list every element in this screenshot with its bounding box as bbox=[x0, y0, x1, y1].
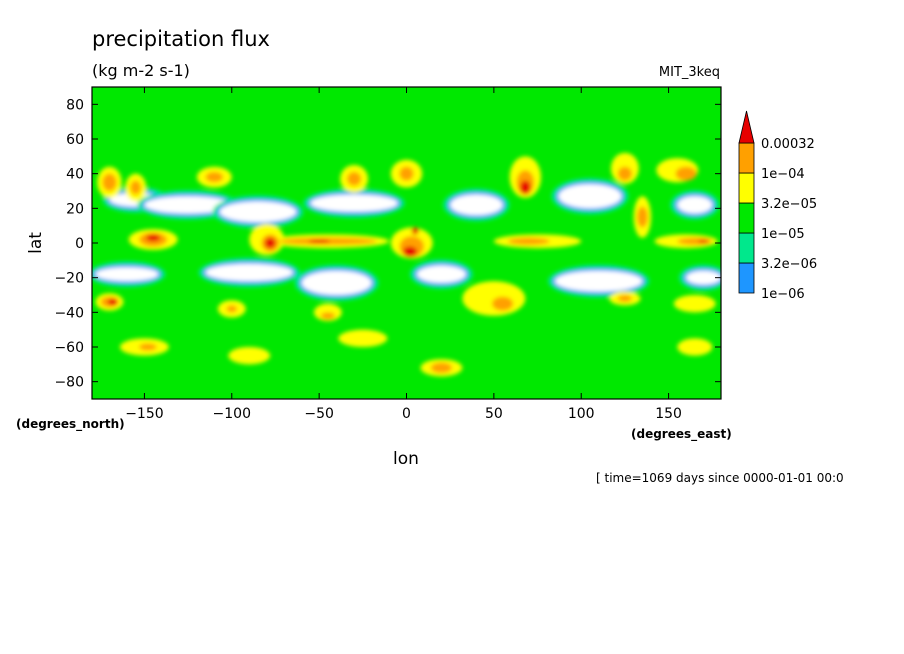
y-tick-label: −20 bbox=[54, 271, 84, 287]
x-tick-label: 0 bbox=[402, 406, 411, 422]
colorbar-swatch bbox=[738, 232, 755, 264]
field-region bbox=[507, 237, 550, 245]
field-region bbox=[450, 194, 503, 216]
field-region bbox=[403, 246, 417, 257]
field-region bbox=[219, 201, 297, 223]
field-region bbox=[558, 184, 622, 209]
field-region bbox=[617, 166, 632, 181]
field-region bbox=[320, 312, 335, 320]
y-tick-label: −80 bbox=[54, 375, 84, 391]
field-region bbox=[310, 194, 398, 212]
x-tick-label: 50 bbox=[485, 406, 503, 422]
field-region bbox=[139, 343, 157, 351]
dataset-label: MIT_3keq bbox=[659, 65, 720, 80]
y-axis: −80 −60 −40 −20 0 20 40 60 80 bbox=[54, 97, 721, 391]
colorbar-extend-arrow bbox=[738, 110, 755, 144]
field-region bbox=[146, 234, 161, 242]
field-region bbox=[228, 347, 271, 365]
field-region bbox=[264, 237, 276, 249]
field-region bbox=[637, 206, 648, 228]
x-tick-label: −100 bbox=[213, 406, 251, 422]
x-tick-label: −150 bbox=[125, 406, 163, 422]
chart-units: (kg m-2 s-1) bbox=[92, 61, 190, 80]
field-region bbox=[698, 239, 709, 243]
x-axis: −150 −100 −50 0 50 100 150 bbox=[125, 87, 682, 422]
field-region bbox=[301, 270, 372, 295]
field-region bbox=[130, 180, 141, 195]
time-footer: [ time=1069 days since 0000-01-01 00:0 bbox=[596, 471, 844, 485]
precipitation-field bbox=[92, 87, 721, 399]
field-region bbox=[107, 298, 119, 306]
x-tick-label: −50 bbox=[304, 406, 334, 422]
colorbar-swatch bbox=[738, 172, 755, 204]
field-region bbox=[308, 239, 330, 243]
y-tick-label: 0 bbox=[75, 236, 84, 252]
y-tick-label: 60 bbox=[66, 132, 84, 148]
field-region bbox=[673, 295, 716, 313]
field-region bbox=[411, 227, 419, 235]
field-region bbox=[226, 305, 238, 313]
x-axis-units: (degrees_east) bbox=[631, 427, 732, 442]
y-tick-label: 80 bbox=[66, 97, 84, 113]
colorbar-label: 0.00032 bbox=[761, 137, 815, 152]
field-region bbox=[617, 295, 632, 302]
x-tick-label: 150 bbox=[655, 406, 682, 422]
y-tick-label: −60 bbox=[54, 340, 84, 356]
colorbar-label: 3.2e−05 bbox=[761, 197, 817, 212]
field-region bbox=[338, 329, 388, 348]
field-region bbox=[675, 166, 697, 181]
colorbar-swatch bbox=[738, 202, 755, 234]
colorbar: 1e−06 3.2e−06 1e−05 3.2e−05 1e−04 0.00032 bbox=[738, 110, 817, 302]
y-axis-units: (degrees_north) bbox=[16, 417, 125, 432]
colorbar-swatch bbox=[738, 142, 755, 174]
y-tick-label: 40 bbox=[66, 167, 84, 183]
field-region bbox=[102, 173, 117, 191]
field-region bbox=[677, 338, 713, 356]
field-region bbox=[555, 270, 643, 292]
y-tick-label: 20 bbox=[66, 201, 84, 217]
x-tick-label: 100 bbox=[568, 406, 595, 422]
y-axis-label: lat bbox=[26, 232, 46, 254]
y-tick-label: −40 bbox=[54, 305, 84, 321]
colorbar-swatch bbox=[738, 262, 755, 294]
chart-title: precipitation flux bbox=[92, 27, 270, 51]
field-region bbox=[462, 281, 526, 316]
field-region bbox=[520, 180, 531, 195]
colorbar-label: 3.2e−06 bbox=[761, 257, 817, 272]
field-region bbox=[416, 265, 466, 283]
x-axis-label: lon bbox=[393, 449, 419, 469]
field-region bbox=[95, 267, 159, 282]
field-region bbox=[347, 171, 362, 186]
field-region bbox=[430, 362, 452, 373]
field-region bbox=[205, 263, 293, 282]
field-region bbox=[399, 166, 414, 181]
field-region bbox=[686, 270, 721, 285]
colorbar-label: 1e−05 bbox=[761, 227, 805, 242]
colorbar-label: 1e−06 bbox=[761, 287, 805, 302]
colorbar-label: 1e−04 bbox=[761, 167, 805, 182]
field-region bbox=[677, 196, 713, 214]
field-region bbox=[205, 171, 224, 183]
field-region bbox=[144, 196, 232, 214]
field-region bbox=[492, 296, 514, 311]
